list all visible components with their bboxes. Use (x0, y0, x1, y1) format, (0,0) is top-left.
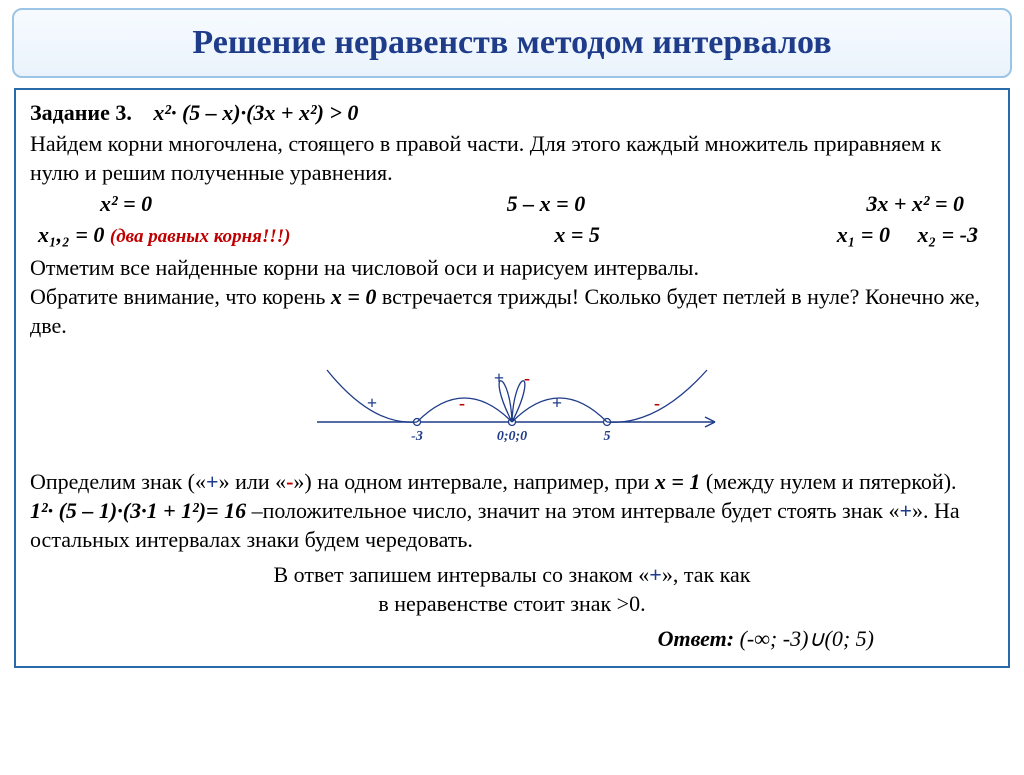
mark-text-1: Отметим все найденные корни на числовой … (30, 253, 994, 282)
interval-diagram: -30;0;05+-+-+- (30, 344, 994, 461)
svg-text:-: - (459, 393, 465, 413)
calc-line: 1²· (5 – 1)·(3·1 + 1²)= 16 –положительно… (30, 496, 994, 554)
svg-text:-: - (654, 393, 660, 413)
svg-text:+: + (367, 393, 377, 413)
answer-line-1: В ответ запишем интервалы со знаком «+»,… (30, 560, 994, 589)
svg-text:-: - (524, 368, 530, 388)
answer-section: В ответ запишем интервалы со знаком «+»,… (30, 560, 994, 618)
solutions-row: x₁,₂ = 0 (два равных корня!!!) x = 5 x₁ … (30, 220, 994, 249)
slide-header: Решение неравенств методом интервалов (12, 8, 1012, 78)
svg-text:0;0;0: 0;0;0 (497, 429, 527, 444)
svg-text:+: + (494, 368, 504, 388)
task-label: Задание 3. (30, 100, 132, 125)
eq-2: 5 – x = 0 (407, 189, 686, 218)
sign-intro: Определим знак («+» или «-») на одном ин… (30, 467, 994, 496)
svg-text:-3: -3 (411, 429, 423, 444)
eq-3: 3x + x² = 0 (685, 189, 994, 218)
equations-row: x² = 0 5 – x = 0 3x + x² = 0 (30, 189, 994, 218)
slide-title: Решение неравенств методом интервалов (34, 24, 990, 62)
answer-final: Ответ: (-∞; -3)∪(0; 5) (30, 624, 994, 653)
sol-3: x₁ = 0 x₂ = -3 (702, 220, 994, 249)
mark-text-2: Обратите внимание, что корень x = 0 встр… (30, 282, 994, 340)
task-line: Задание 3. x²· (5 – x)·(3x + x²) > 0 (30, 98, 994, 127)
diagram-svg: -30;0;05+-+-+- (297, 344, 727, 454)
intro-text: Найдем корни многочлена, стоящего в прав… (30, 129, 994, 187)
answer-line-2: в неравенстве стоит знак >0. (30, 589, 994, 618)
content-box: Задание 3. x²· (5 – x)·(3x + x²) > 0 Най… (14, 88, 1010, 668)
sol-1: x₁,₂ = 0 (два равных корня!!!) (30, 220, 453, 249)
svg-text:5: 5 (604, 429, 611, 444)
eq-1: x² = 0 (30, 189, 407, 218)
svg-text:+: + (552, 393, 562, 413)
sol-2: x = 5 (453, 220, 702, 249)
task-inequality: x²· (5 – x)·(3x + x²) > 0 (153, 100, 358, 125)
